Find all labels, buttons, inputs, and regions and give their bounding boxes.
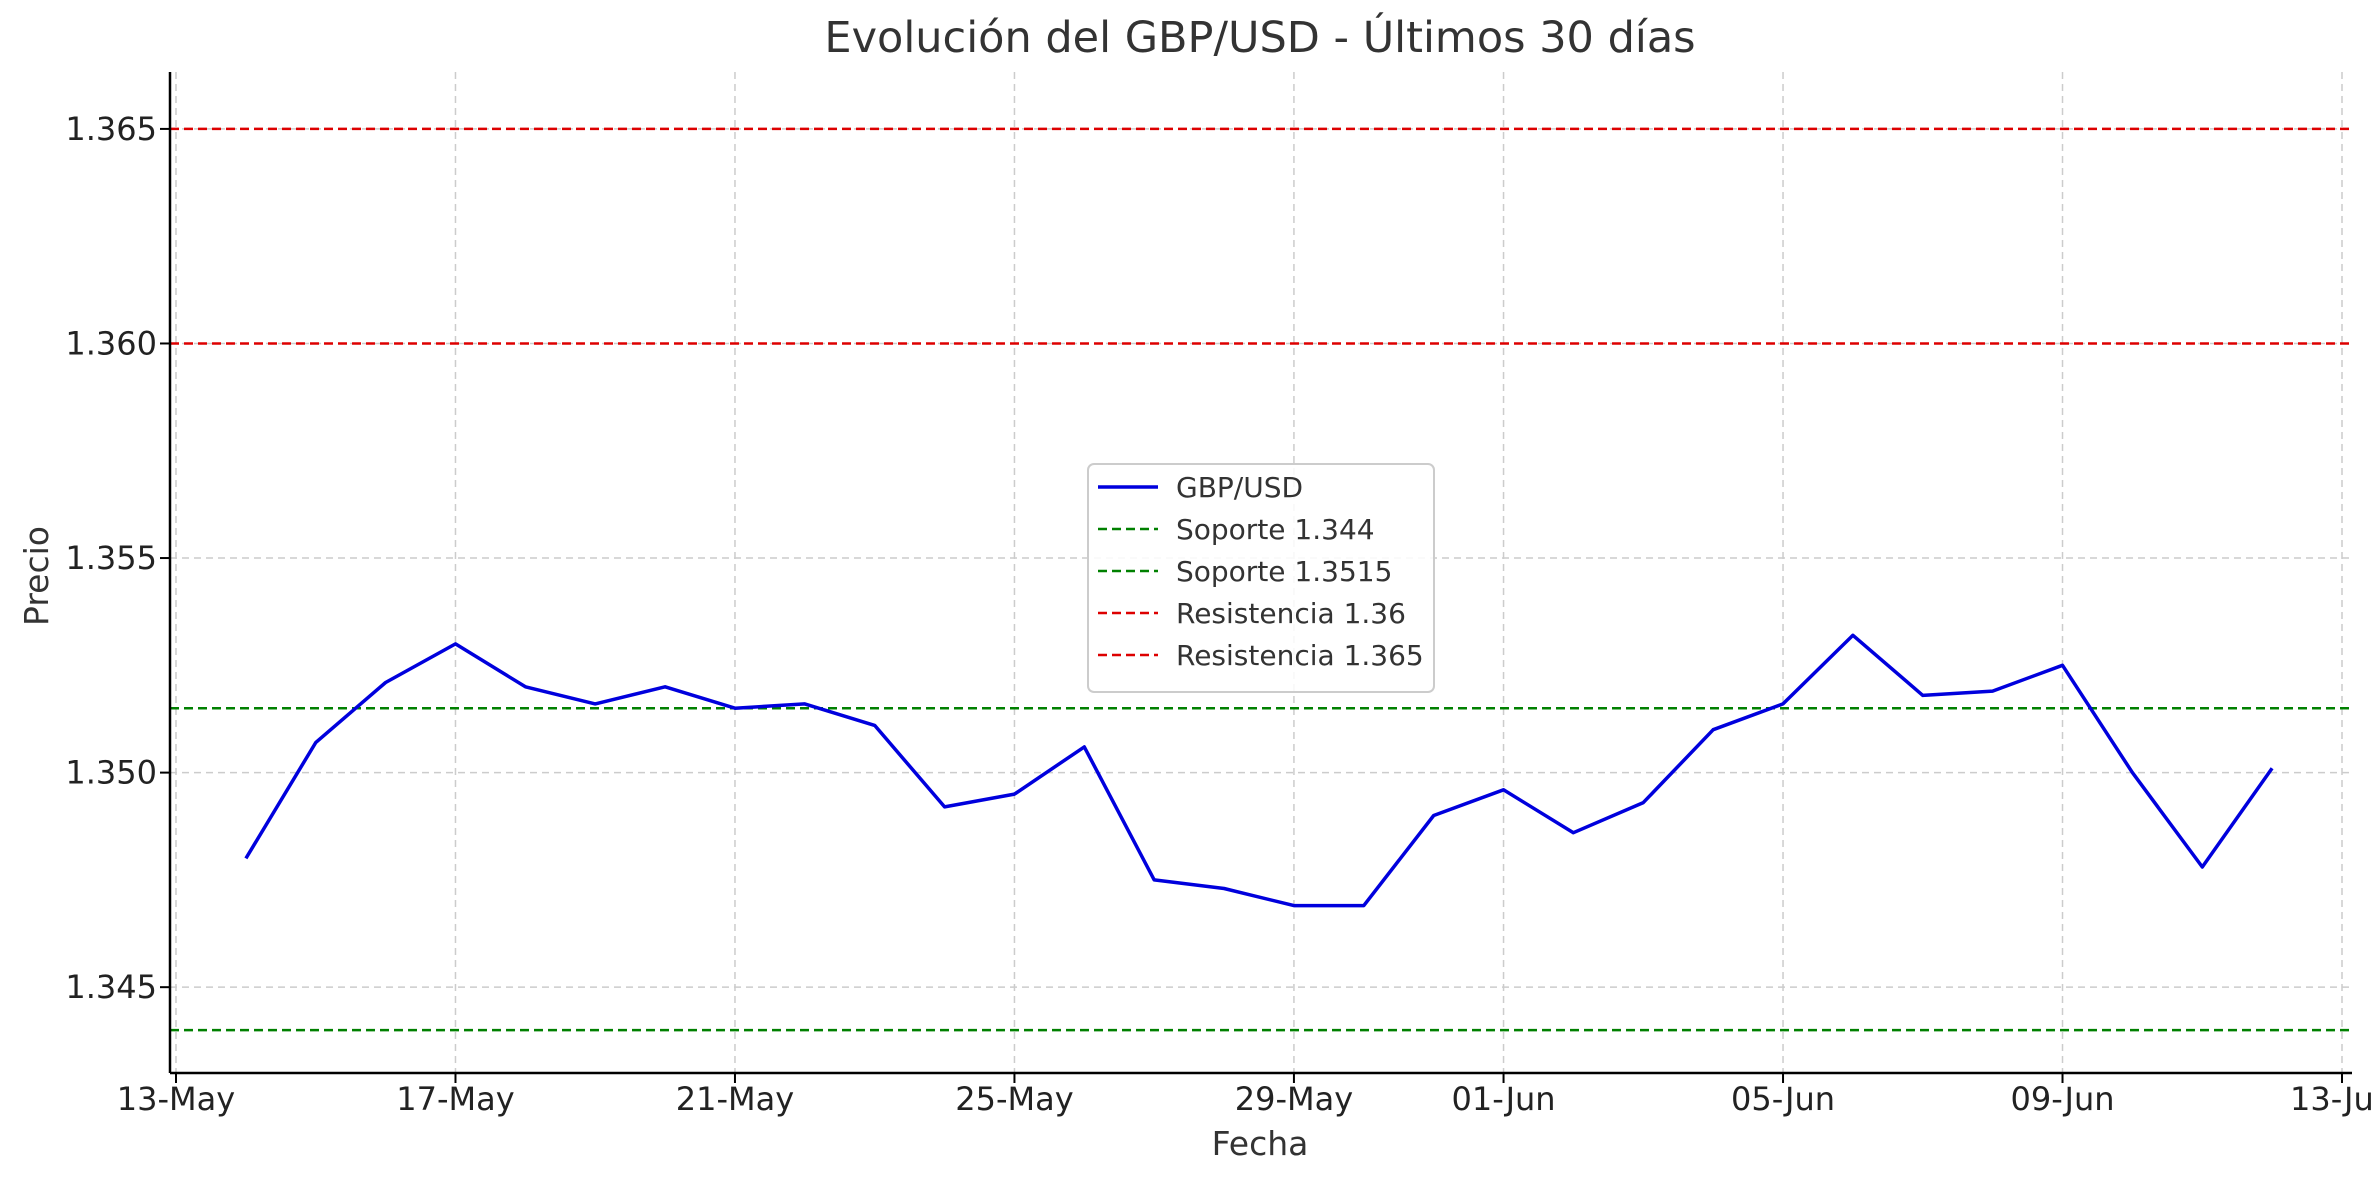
x-axis-label: Fecha	[1212, 1124, 1309, 1163]
x-tick-label: 13-Jun	[2290, 1080, 2372, 1118]
x-tick-label: 25-May	[955, 1080, 1073, 1118]
legend-label: Resistencia 1.365	[1176, 639, 1424, 672]
y-tick-label: 1.350	[65, 754, 157, 792]
legend-label: Soporte 1.3515	[1176, 555, 1392, 588]
legend-label: Soporte 1.344	[1176, 513, 1375, 546]
legend-label: Resistencia 1.36	[1176, 597, 1406, 630]
axes	[160, 72, 2352, 1083]
y-tick-label: 1.355	[65, 539, 157, 577]
grid	[170, 72, 2352, 1073]
series-layer	[244, 633, 2274, 908]
y-tick-label: 1.345	[65, 968, 157, 1006]
tick-labels: 13-May 17-May 21-May 25-May 29-May 01-Jun 05-J…	[65, 110, 2372, 1118]
legend-box	[1087, 463, 1435, 693]
legend: GBP/USD Soporte 1.344 Soporte 1.3515 Resist…	[1087, 463, 1435, 693]
x-tick-label: 05-Jun	[1731, 1080, 1835, 1118]
x-tick-label: 09-Jun	[2010, 1080, 2114, 1118]
y-axis-label: Precio	[17, 526, 56, 626]
x-tick-label: 21-May	[676, 1080, 794, 1118]
x-tick-label: 29-May	[1235, 1080, 1353, 1118]
y-tick-label: 1.360	[65, 324, 157, 362]
series-line	[244, 633, 2274, 908]
x-tick-label: 01-Jun	[1452, 1080, 1556, 1118]
chart-title: Evolución del GBP/USD - Últimos 30 días	[824, 12, 1695, 63]
x-tick-label: 13-May	[117, 1080, 235, 1118]
legend-label: GBP/USD	[1176, 471, 1303, 504]
x-tick-label: 17-May	[396, 1080, 514, 1118]
y-tick-label: 1.365	[65, 110, 157, 148]
